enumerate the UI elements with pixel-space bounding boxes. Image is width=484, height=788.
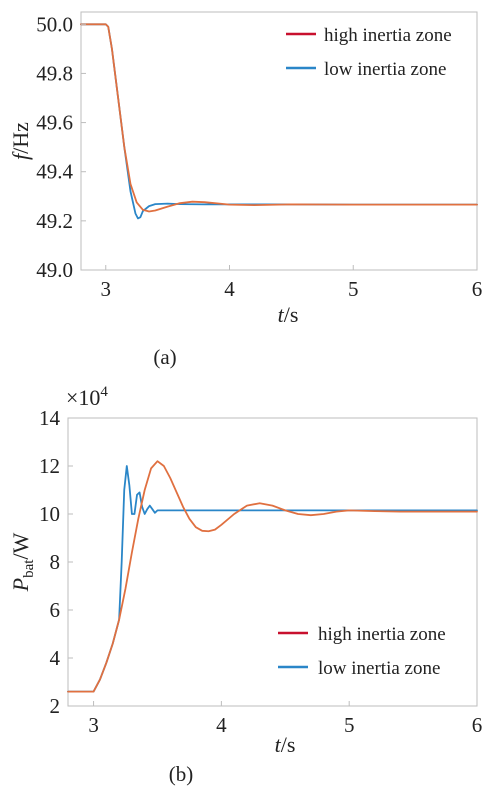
x-axis-label-b: t/s <box>275 732 296 757</box>
x-tick-label-b: 4 <box>216 713 227 737</box>
x-tick-label-b: 3 <box>88 713 99 737</box>
series-line-low-inertia-a <box>80 23 478 220</box>
legend-b: high inertia zone low inertia zone <box>278 624 446 679</box>
caption-a: (a) <box>153 345 176 369</box>
y-tick-label-b: 10 <box>39 502 60 526</box>
y-tick-label-b: 12 <box>39 454 60 478</box>
x-tick-label-b: 6 <box>472 713 483 737</box>
y-tick-label-b: 2 <box>50 694 61 718</box>
series-line-high-inertia-b <box>67 460 478 693</box>
tick-layer-a: 3 4 5 6 49.0 49.2 49.4 49.6 49.8 50.0 <box>36 12 482 301</box>
caption-b: (b) <box>169 762 194 786</box>
y-tick-label-a: 50.0 <box>36 12 73 36</box>
y-tick-label-b: 6 <box>50 598 61 622</box>
y-tick-label-b: 14 <box>39 406 61 430</box>
y-multiplier-b: ×104 <box>66 384 108 410</box>
x-tick-label-a: 6 <box>472 277 483 301</box>
legend-label-high-b: high inertia zone <box>318 624 446 645</box>
x-tick-label-a: 3 <box>101 277 112 301</box>
y-axis-label-b: Pbat/W <box>8 532 37 592</box>
legend-a: high inertia zone low inertia zone <box>286 25 452 80</box>
legend-label-low-b: low inertia zone <box>318 658 440 679</box>
y-tick-label-a: 49.4 <box>36 160 73 184</box>
y-tick-label-a: 49.2 <box>36 209 73 233</box>
series-line-high-inertia-a <box>80 23 478 213</box>
panel-b: 3 4 5 6 2 4 6 8 10 12 14 ×104 Pbat/W t/s high iner… <box>8 384 482 786</box>
y-tick-label-b: 4 <box>50 646 61 670</box>
legend-label-low-a: low inertia zone <box>324 59 446 80</box>
x-tick-label-b: 5 <box>344 713 355 737</box>
series-layer-b <box>67 460 478 693</box>
legend-label-high-a: high inertia zone <box>324 25 452 46</box>
y-tick-label-a: 49.6 <box>36 111 73 135</box>
plot-frame-a <box>80 11 478 271</box>
x-axis-label-a: t/s <box>278 302 299 327</box>
y-axis-label-a: f/Hz <box>8 122 33 160</box>
x-tick-label-a: 5 <box>348 277 359 301</box>
panel-a: 3 4 5 6 49.0 49.2 49.4 49.6 49.8 50.0 f/Hz t/s hi… <box>8 11 482 369</box>
tick-layer-b: 3 4 5 6 2 4 6 8 10 12 14 <box>39 406 482 737</box>
y-tick-label-b: 8 <box>50 550 61 574</box>
y-tick-label-a: 49.8 <box>36 61 73 85</box>
x-tick-label-a: 4 <box>224 277 235 301</box>
series-layer-a <box>80 23 478 220</box>
y-tick-label-a: 49.0 <box>36 258 73 282</box>
